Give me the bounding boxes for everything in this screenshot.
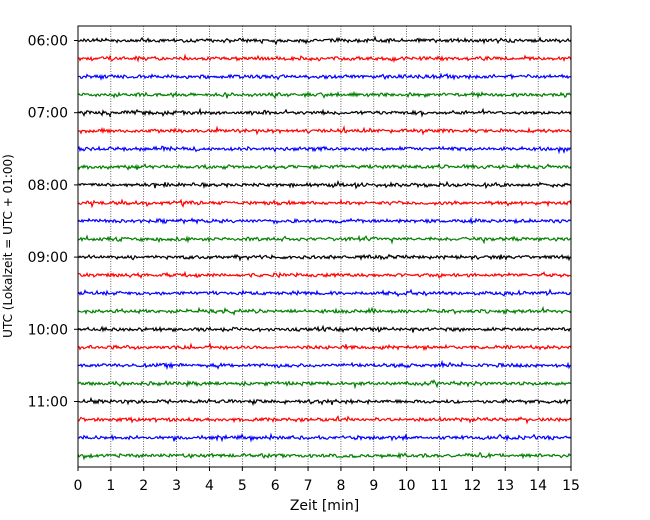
trace-line [77,359,572,371]
y-tick-label: 09:00 [28,250,68,266]
x-tick-label: 0 [74,478,83,494]
x-axis: 0 1 2 3 4 5 6 7 8 9 10 11 12 13 14 15 [74,467,580,494]
x-tick-label: 5 [238,478,247,494]
trace-line [77,234,572,245]
x-tick-label: 13 [496,478,514,494]
vertical-grid [110,26,539,467]
trace-line [77,179,572,190]
y-tick-label: 06:00 [28,34,68,50]
trace-line [77,216,572,225]
x-tick-label: 3 [172,478,181,494]
plot-frame [77,25,572,468]
x-tick-label: 7 [304,478,313,494]
x-tick-label: 12 [463,478,481,494]
trace-line [77,270,572,280]
y-tick-label: 07:00 [28,106,68,122]
trace-line [77,379,572,390]
trace-line [77,125,572,136]
trace-line [77,72,572,81]
x-tick-label: 10 [398,478,416,494]
trace-line [77,198,572,209]
y-tick-label: 08:00 [28,178,68,194]
trace-line [77,342,572,352]
x-tick-label: 9 [369,478,378,494]
y-tick-label: 11:00 [28,395,68,411]
trace-line [77,53,572,63]
y-axis: 06:00 07:00 08:00 09:00 10:00 11:00 [28,34,78,411]
trace-line [77,145,572,155]
trace-line [77,253,572,262]
x-tick-label: 14 [529,478,547,494]
trace-line [77,162,572,171]
x-tick-label: 8 [336,478,345,494]
seismogram-traces [77,35,572,461]
x-tick-label: 6 [271,478,280,494]
x-tick-label: 15 [562,478,580,494]
trace-line [77,35,572,46]
trace-line [77,396,572,407]
trace-line [77,451,572,461]
trace-line [77,432,572,443]
trace-line [77,90,572,100]
x-tick-label: 11 [431,478,449,494]
trace-line [77,415,572,425]
trace-line [77,305,572,316]
trace-line [77,107,572,118]
x-tick-label: 4 [205,478,214,494]
trace-line [77,324,572,334]
x-tick-label: 2 [139,478,148,494]
y-axis-label: UTC (Lokalzeit = UTC + 01:00) [1,154,15,338]
x-tick-label: 1 [106,478,115,494]
y-tick-label: 10:00 [28,322,68,338]
x-axis-label: Zeit [min] [290,498,359,514]
trace-line [77,288,572,298]
